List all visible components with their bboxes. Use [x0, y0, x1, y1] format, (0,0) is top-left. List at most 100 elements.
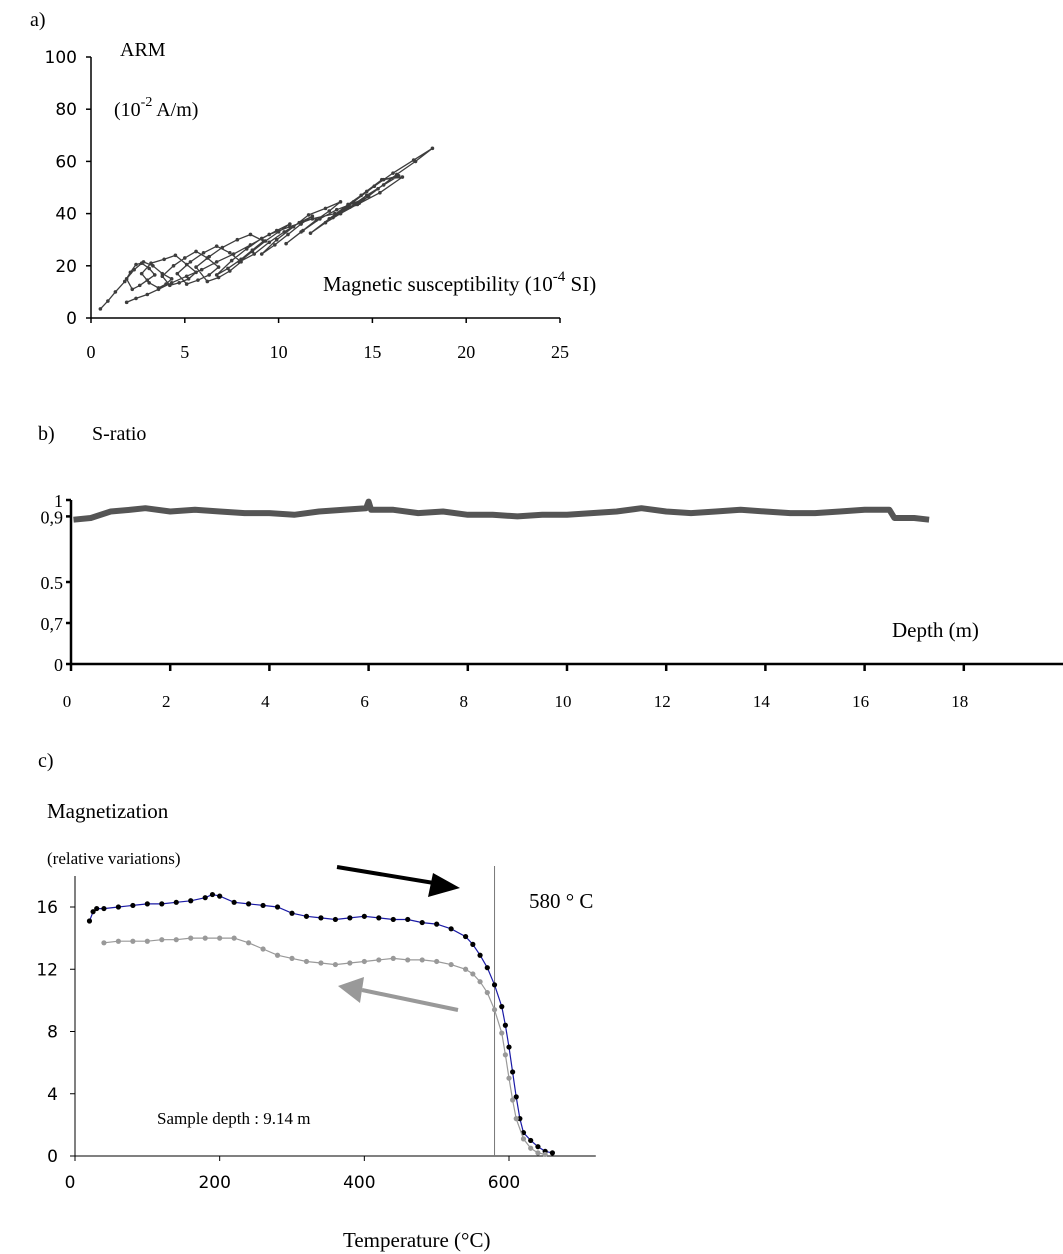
panel-b-y-tick-label: 0,7	[41, 614, 64, 634]
panel-c-subtitle: (relative variations)	[47, 849, 181, 868]
panel-c-cooling-point	[448, 961, 454, 968]
panel-a-data-point	[239, 257, 243, 262]
panel-a-data-point	[372, 184, 377, 188]
panel-c-heating-point	[202, 895, 208, 901]
panel-a-series-line	[99, 147, 433, 310]
panel-a-data-point	[106, 299, 110, 303]
panel-c-heating-point	[434, 921, 440, 927]
panel-c-data	[86, 891, 556, 1158]
panel-a-data-point	[177, 280, 181, 285]
panel-c-label: c)	[38, 750, 54, 772]
panel-c-heating-point	[463, 933, 469, 940]
panel-c-cooling-point	[502, 1052, 508, 1058]
panel-a-data-point	[207, 273, 211, 277]
panel-a-y-tick-labels: 0 20 40 60 80 100	[45, 48, 77, 329]
panel-c-heating-point	[94, 905, 100, 912]
panel-a-ylabel-line1: ARM	[120, 39, 166, 61]
panel-c-heating-point	[390, 916, 396, 923]
panel-c-cooling-point	[491, 1007, 498, 1013]
panel-c-title: Magnetization	[47, 799, 169, 823]
panel-a-data-point	[250, 249, 255, 254]
panel-c-cooling-point	[289, 955, 295, 961]
panel-c-heating-point	[217, 893, 223, 899]
panel-a-data-point	[173, 253, 178, 258]
panel-a-data-point	[145, 292, 150, 297]
panel-a-data-point	[216, 275, 221, 280]
panel-b-series-line	[73, 498, 930, 523]
panel-a-data-point	[334, 207, 339, 212]
panel-a-data-point	[132, 267, 136, 272]
panel-a-data-point	[391, 171, 395, 175]
panel-a-data-point	[430, 146, 435, 151]
panel-a-data-point	[145, 278, 150, 282]
panel-b-x-tick-label: 0	[63, 692, 72, 711]
panel-c-cooling-point	[246, 940, 252, 946]
panel-c-cooling-point	[217, 935, 223, 941]
panel-a-data-point	[259, 236, 264, 241]
panel-a-data-point	[282, 230, 287, 234]
panel-a-data-point	[248, 243, 253, 247]
panel-a-data-point	[167, 283, 172, 288]
panel-a-data-point	[323, 220, 328, 225]
panel-a-data-point	[348, 205, 352, 209]
panel-b-x-tick-labels: 0 2 4 6 8 10 12 14 16 18	[63, 692, 969, 711]
panel-c-cooling-point	[274, 952, 281, 958]
panel-a-data-point	[199, 267, 204, 272]
panel-a-data-point	[216, 265, 221, 269]
panel-a-xlabel: Magnetic susceptibility (10-4 SI)	[323, 269, 596, 296]
panel-c-heating-point	[502, 1022, 508, 1028]
panel-c-cooling-point	[499, 1030, 505, 1036]
panel-c-heating-point	[303, 913, 310, 919]
panel-c-cooling-point	[144, 938, 150, 944]
panel-a-ylabel-line2: (10-2 A/m)	[114, 95, 198, 121]
panel-a-data-point	[186, 277, 191, 281]
panel-c-heating-point	[90, 909, 96, 915]
panel-c-cooling-point	[332, 961, 338, 968]
panel-b-y-tick-labels: 10,9 0.5 0,7 0	[41, 491, 64, 675]
panel-c-x-tick-label: 200	[198, 1173, 230, 1193]
panel-c-x-tick-label: 400	[343, 1173, 375, 1193]
panel-c-heating-point	[144, 901, 150, 907]
panel-b-title: S-ratio	[92, 423, 146, 445]
panel-a-data-point	[196, 278, 200, 282]
panel-a-data-point	[147, 280, 151, 285]
panel-c-heating-point	[405, 916, 411, 923]
panel-a-y-tick-label: 100	[45, 48, 77, 68]
panel-c-heating-point	[289, 910, 295, 916]
panel-c-cooling-point	[173, 937, 179, 943]
panel-a-data-point	[394, 172, 399, 177]
panel-c-heating-point	[347, 915, 353, 921]
panel-c-cooling-point	[463, 966, 469, 972]
panel-a-y-tick-label: 80	[55, 100, 77, 120]
panel-c-xlabel: Temperature (°C)	[343, 1228, 490, 1252]
panel-a-data	[98, 146, 435, 311]
panel-c-cooling-point	[188, 935, 194, 941]
panel-a-data-point	[226, 266, 230, 271]
panel-b-x-tick-label: 16	[852, 692, 869, 711]
panel-c-cooling-point	[101, 940, 107, 946]
panel-b-xlabel: Depth (m)	[892, 618, 979, 642]
cooling-arrow-shaft	[361, 988, 459, 1012]
panel-c-heating-point	[470, 941, 476, 947]
panel-b-x-tick-label: 12	[654, 692, 671, 711]
panel-c-cooling-point	[159, 937, 165, 943]
panel-a-data-point	[184, 274, 189, 279]
panel-a-data-point	[252, 252, 257, 256]
panel-a-data-point	[273, 243, 277, 247]
panel-a-data-point	[288, 222, 292, 226]
heating-arrow-icon	[428, 873, 460, 897]
panel-b-y-tick-label: 0.5	[41, 573, 64, 593]
panel-a-data-point	[327, 217, 332, 221]
panel-b-x-tick-label: 14	[753, 692, 771, 711]
panel-a-data-point	[162, 257, 166, 262]
panel-a-data-point	[124, 300, 129, 305]
panel-c-heating-point	[274, 904, 281, 910]
panel-a-data-point	[169, 280, 174, 285]
panel-a-data-point	[201, 250, 206, 255]
panel-c-cooling-point	[318, 960, 324, 966]
panel-c-cooling-point	[231, 935, 237, 941]
panel-a-data-point	[301, 228, 305, 233]
panel-c-curie-annotation: 580 ° C	[529, 889, 593, 913]
panel-c-heating-point	[361, 913, 367, 919]
panel-a-data-point	[205, 279, 210, 284]
